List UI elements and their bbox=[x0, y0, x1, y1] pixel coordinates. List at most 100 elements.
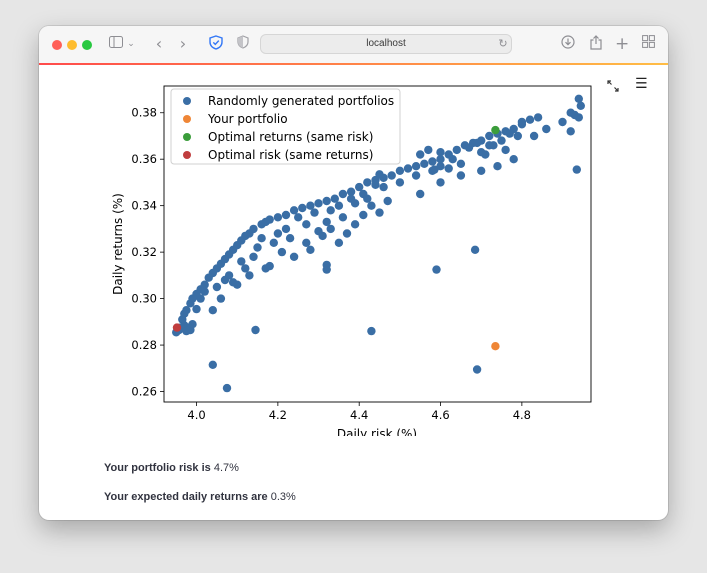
legend-label-optimal-returns: Optimal returns (same risk) bbox=[208, 130, 373, 144]
y-tick-label-0.38: 0.38 bbox=[131, 106, 157, 120]
point-randomly-generated-portfolios-110 bbox=[529, 131, 539, 141]
point-randomly-generated-portfolios-152 bbox=[472, 365, 482, 374]
point-optimal-risk-same-returns-0 bbox=[172, 323, 182, 332]
legend-label-yours: Your portfolio bbox=[207, 112, 288, 126]
x-axis-label: Daily risk (%) bbox=[337, 427, 417, 436]
point-randomly-generated-portfolios-159 bbox=[430, 165, 439, 174]
point-randomly-generated-portfolios-116 bbox=[245, 271, 254, 280]
minimize-window-button[interactable] bbox=[67, 40, 77, 50]
point-randomly-generated-portfolios-142 bbox=[485, 141, 494, 150]
legend-marker-optimal-returns bbox=[183, 133, 191, 141]
fullscreen-icon[interactable] bbox=[607, 80, 619, 95]
legend-label-random: Randomly generated portfolios bbox=[208, 94, 394, 108]
point-randomly-generated-portfolios-41 bbox=[403, 164, 413, 173]
point-randomly-generated-portfolios-45 bbox=[436, 155, 445, 164]
legend-marker-yours bbox=[183, 115, 191, 123]
point-randomly-generated-portfolios-126 bbox=[350, 220, 360, 229]
point-randomly-generated-portfolios-87 bbox=[310, 208, 319, 217]
point-randomly-generated-portfolios-34 bbox=[346, 187, 356, 196]
point-randomly-generated-portfolios-31 bbox=[322, 196, 331, 206]
point-randomly-generated-portfolios-78 bbox=[253, 243, 262, 252]
legend-marker-optimal-risk bbox=[183, 151, 191, 159]
point-randomly-generated-portfolios-104 bbox=[456, 159, 466, 168]
point-randomly-generated-portfolios-26 bbox=[281, 210, 291, 220]
point-randomly-generated-portfolios-96 bbox=[363, 194, 372, 203]
download-icon[interactable] bbox=[560, 35, 576, 53]
point-randomly-generated-portfolios-114 bbox=[208, 306, 217, 315]
point-randomly-generated-portfolios-62 bbox=[574, 113, 583, 122]
y-tick-label-0.32: 0.32 bbox=[131, 245, 157, 259]
point-randomly-generated-portfolios-82 bbox=[273, 229, 283, 238]
point-randomly-generated-portfolios-47 bbox=[452, 145, 461, 155]
returns-label: Your expected daily returns are bbox=[104, 491, 268, 503]
point-randomly-generated-portfolios-149 bbox=[222, 383, 232, 393]
zoom-window-button[interactable] bbox=[82, 40, 92, 50]
point-randomly-generated-portfolios-115 bbox=[228, 278, 238, 287]
point-optimal-returns-same-risk-0 bbox=[491, 125, 500, 135]
reader-shield-icon[interactable] bbox=[236, 35, 250, 53]
header-accent-bar bbox=[39, 63, 668, 65]
point-randomly-generated-portfolios-98 bbox=[379, 182, 388, 192]
point-randomly-generated-portfolios-137 bbox=[424, 145, 433, 155]
point-randomly-generated-portfolios-112 bbox=[558, 117, 567, 127]
point-randomly-generated-portfolios-91 bbox=[334, 201, 344, 210]
new-tab-icon[interactable]: + bbox=[615, 34, 630, 54]
point-randomly-generated-portfolios-118 bbox=[277, 247, 287, 257]
ticks-layer: 4.0 4.2 4.4 4.6 4.8 0.26 0.28 0.30 0.32 0.34 0.36 0… bbox=[131, 106, 531, 422]
x-tick-label-4.0: 4.0 bbox=[187, 408, 205, 422]
point-randomly-generated-portfolios-99 bbox=[395, 178, 405, 187]
point-randomly-generated-portfolios-139 bbox=[464, 143, 474, 152]
point-your-portfolio-0 bbox=[491, 342, 500, 351]
point-randomly-generated-portfolios-125 bbox=[342, 229, 352, 238]
point-randomly-generated-portfolios-132 bbox=[436, 178, 445, 187]
point-randomly-generated-portfolios-73 bbox=[224, 271, 234, 280]
point-randomly-generated-portfolios-117 bbox=[265, 261, 274, 271]
point-randomly-generated-portfolios-150 bbox=[251, 325, 260, 335]
point-randomly-generated-portfolios-145 bbox=[513, 131, 522, 141]
point-randomly-generated-portfolios-143 bbox=[501, 145, 510, 155]
point-randomly-generated-portfolios-68 bbox=[196, 294, 205, 303]
legend: Randomly generated portfolios Your portf… bbox=[170, 88, 401, 165]
point-randomly-generated-portfolios-128 bbox=[367, 201, 376, 210]
point-randomly-generated-portfolios-153 bbox=[432, 265, 441, 274]
point-randomly-generated-portfolios-4 bbox=[182, 306, 191, 315]
point-randomly-generated-portfolios-79 bbox=[257, 234, 266, 243]
menu-icon[interactable]: ☰ bbox=[635, 76, 648, 92]
point-randomly-generated-portfolios-131 bbox=[416, 189, 425, 199]
point-randomly-generated-portfolios-111 bbox=[542, 124, 551, 134]
point-randomly-generated-portfolios-109 bbox=[517, 117, 527, 127]
x-tick-label-4.4: 4.4 bbox=[350, 408, 368, 422]
point-randomly-generated-portfolios-51 bbox=[485, 131, 494, 141]
point-randomly-generated-portfolios-67 bbox=[192, 304, 201, 314]
point-randomly-generated-portfolios-130 bbox=[383, 196, 392, 206]
address-bar[interactable]: localhost ↻ bbox=[260, 34, 512, 54]
browser-toolbar: ⌄ ‹ › localhost ↻ + bbox=[39, 26, 668, 64]
point-randomly-generated-portfolios-57 bbox=[533, 113, 543, 122]
point-randomly-generated-portfolios-27 bbox=[289, 206, 299, 215]
close-window-button[interactable] bbox=[52, 40, 62, 50]
privacy-shield-icon[interactable] bbox=[208, 35, 224, 53]
share-icon[interactable] bbox=[588, 35, 604, 53]
x-tick-label-4.6: 4.6 bbox=[431, 408, 449, 422]
chevron-down-icon[interactable]: ⌄ bbox=[127, 39, 135, 49]
point-randomly-generated-portfolios-89 bbox=[322, 217, 331, 227]
point-randomly-generated-portfolios-141 bbox=[481, 150, 490, 159]
sidebar-toggle-icon[interactable] bbox=[108, 35, 124, 53]
point-randomly-generated-portfolios-75 bbox=[237, 257, 246, 266]
legend-marker-random bbox=[183, 97, 191, 105]
point-randomly-generated-portfolios-86 bbox=[302, 220, 311, 229]
tab-overview-icon[interactable] bbox=[640, 35, 656, 53]
forward-button[interactable]: › bbox=[179, 34, 187, 53]
reload-icon[interactable]: ↻ bbox=[498, 37, 508, 50]
scatter-chart: 4.0 4.2 4.4 4.6 4.8 0.26 0.28 0.30 0.32 0.34 0.36 0… bbox=[111, 85, 592, 436]
point-randomly-generated-portfolios-135 bbox=[493, 162, 502, 171]
point-randomly-generated-portfolios-69 bbox=[200, 287, 209, 296]
point-randomly-generated-portfolios-24 bbox=[265, 215, 274, 224]
point-randomly-generated-portfolios-84 bbox=[285, 234, 295, 243]
legend-box bbox=[170, 88, 401, 165]
point-randomly-generated-portfolios-71 bbox=[216, 294, 226, 303]
points-layer bbox=[172, 94, 585, 393]
point-randomly-generated-portfolios-151 bbox=[367, 326, 376, 336]
back-button[interactable]: ‹ bbox=[155, 34, 163, 53]
point-randomly-generated-portfolios-127 bbox=[359, 210, 368, 220]
